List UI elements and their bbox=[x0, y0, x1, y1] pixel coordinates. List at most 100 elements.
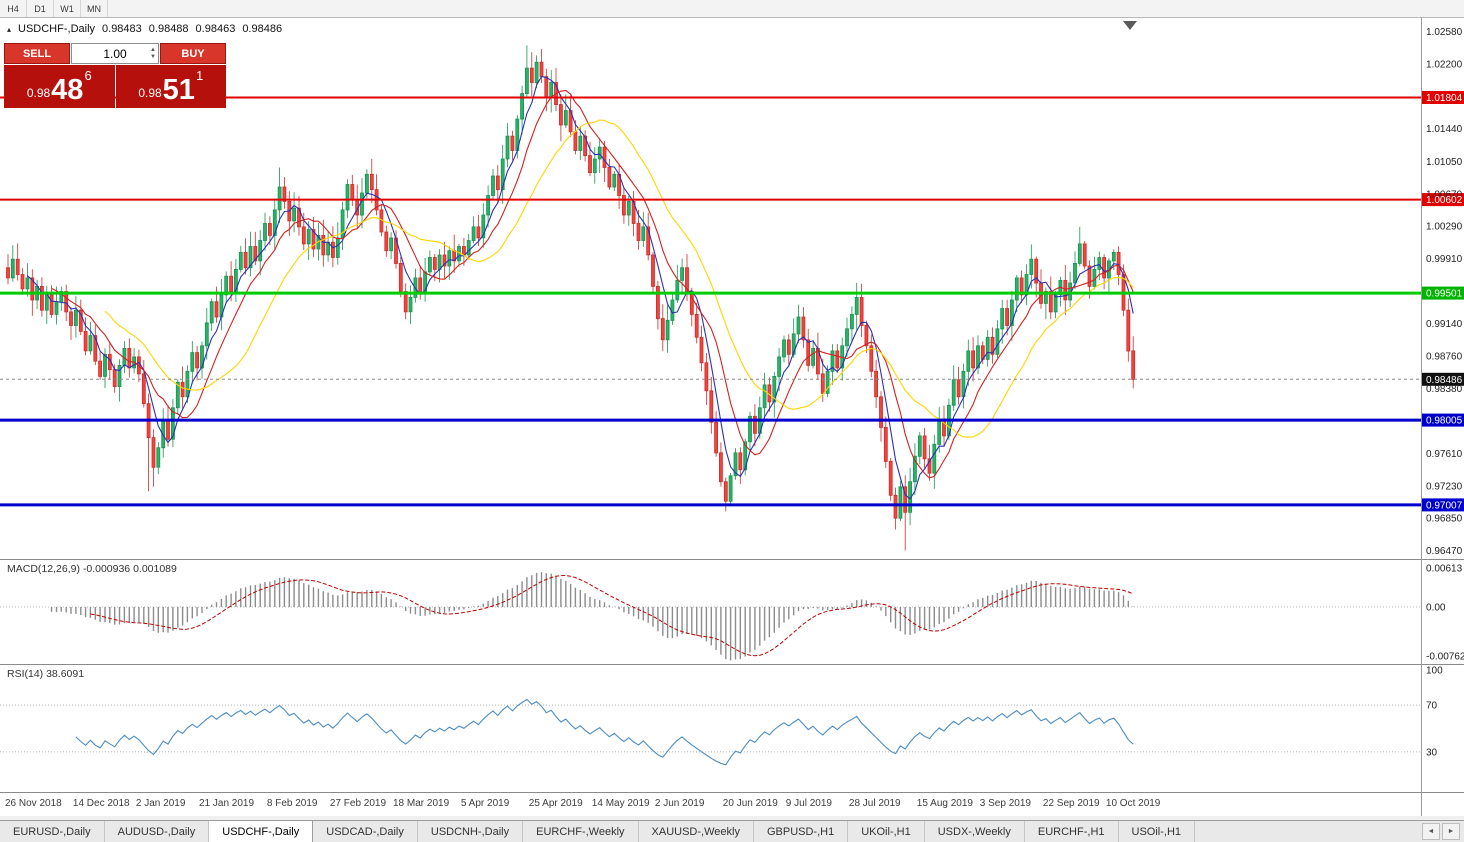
tab-scroll-left-icon[interactable]: ◄ bbox=[1422, 823, 1440, 840]
date-axis-label: 28 Jul 2019 bbox=[849, 798, 901, 809]
price-scale-label: 1.00670 bbox=[1426, 189, 1463, 200]
sell-price-display[interactable]: 0.98 48 6 bbox=[4, 65, 115, 108]
ohlc-open: 0.98483 bbox=[102, 23, 142, 35]
svg-text:1.00602: 1.00602 bbox=[1426, 195, 1463, 206]
price-scale-label: 1.01050 bbox=[1426, 157, 1463, 168]
ohlc-high: 0.98488 bbox=[148, 23, 189, 35]
price-scale-label: 0.96850 bbox=[1426, 514, 1463, 525]
date-axis-label: 10 Oct 2019 bbox=[1106, 798, 1161, 809]
price-scale-label: 0.98380 bbox=[1426, 384, 1463, 395]
svg-text:0.97007: 0.97007 bbox=[1426, 500, 1463, 511]
macd-signal-line bbox=[90, 574, 1134, 657]
tab-eurchf-weekly[interactable]: EURCHF-,Weekly bbox=[523, 821, 639, 842]
price-scale-label: 1.00290 bbox=[1426, 222, 1463, 233]
chart-shift-marker[interactable] bbox=[1123, 21, 1137, 30]
date-axis-label: 3 Sep 2019 bbox=[980, 798, 1032, 809]
price-scale-label: 0.99140 bbox=[1426, 319, 1463, 330]
price-scale-label: 0.96470 bbox=[1426, 546, 1463, 557]
rsi-scale-label: 30 bbox=[1426, 747, 1438, 758]
sell-button[interactable]: SELL bbox=[4, 43, 70, 64]
price-scale-label: 0.99910 bbox=[1426, 254, 1463, 265]
volume-value: 1.00 bbox=[103, 46, 127, 61]
date-axis-label: 25 Apr 2019 bbox=[529, 798, 583, 809]
buy-button[interactable]: BUY bbox=[160, 43, 226, 64]
symbol-period-label: USDCHF-,Daily bbox=[18, 23, 96, 35]
chart-title: ▴ USDCHF-,Daily 0.98483 0.98488 0.98463 … bbox=[7, 23, 282, 35]
svg-text:0.98486: 0.98486 bbox=[1426, 375, 1463, 386]
date-axis-label: 21 Jan 2019 bbox=[199, 798, 254, 809]
price-chart-canvas[interactable]: 1.02580 1.02200 1.01440 1.01050 1.00670 1.002… bbox=[0, 18, 1464, 559]
rsi-scale-label: 100 bbox=[1426, 666, 1443, 677]
rsi-scale-label: 70 bbox=[1426, 701, 1438, 712]
buy-price-base: 0.98 bbox=[138, 86, 162, 100]
tab-audusd-daily[interactable]: AUDUSD-,Daily bbox=[105, 821, 210, 842]
buy-price-display[interactable]: 0.98 51 1 bbox=[115, 65, 226, 108]
macd-scale-label: 0.00 bbox=[1426, 603, 1446, 614]
timeframe-mn[interactable]: MN bbox=[81, 0, 108, 17]
price-scale-badge bbox=[1422, 91, 1464, 104]
rsi-label: RSI(14) 38.6091 bbox=[7, 668, 85, 680]
date-axis-label: 14 May 2019 bbox=[592, 798, 650, 809]
tab-eurchf-h1[interactable]: EURCHF-,H1 bbox=[1025, 821, 1119, 842]
price-scale-badge bbox=[1422, 498, 1464, 512]
date-axis-label: 22 Sep 2019 bbox=[1043, 798, 1100, 809]
volume-input[interactable]: 1.00 ▲ ▼ bbox=[71, 43, 159, 64]
ohlc-close: 0.98486 bbox=[242, 23, 283, 35]
price-scale-label: 0.97230 bbox=[1426, 482, 1463, 493]
timeframe-d1[interactable]: D1 bbox=[27, 0, 54, 17]
chart-tabs: EURUSD-,Daily AUDUSD-,Daily USDCHF-,Daily U… bbox=[0, 821, 1418, 842]
volume-down-arrow-icon[interactable]: ▼ bbox=[150, 53, 156, 60]
sell-price-point: 6 bbox=[84, 68, 92, 83]
timeframe-w1[interactable]: W1 bbox=[54, 0, 81, 17]
svg-text:1.01804: 1.01804 bbox=[1426, 93, 1463, 104]
tab-usdcad-daily[interactable]: USDCAD-,Daily bbox=[313, 821, 418, 842]
moving-average-10 bbox=[51, 89, 1134, 479]
moving-average-5 bbox=[27, 75, 1134, 500]
tab-navigation: ◄ ► bbox=[1418, 821, 1464, 842]
date-axis-label: 26 Nov 2018 bbox=[5, 798, 62, 809]
macd-scale-label: -0.00762 bbox=[1426, 651, 1464, 662]
price-scale-label: 1.01440 bbox=[1426, 124, 1463, 135]
collapse-icon[interactable]: ▴ bbox=[7, 24, 12, 34]
tab-ukoil-h1[interactable]: UKOil-,H1 bbox=[848, 821, 925, 842]
price-scale-badge bbox=[1422, 413, 1464, 427]
volume-up-arrow-icon[interactable]: ▲ bbox=[150, 46, 156, 53]
tab-gbpusd-h1[interactable]: GBPUSD-,H1 bbox=[754, 821, 849, 842]
date-axis-label: 20 Jun 2019 bbox=[723, 798, 778, 809]
price-scale-label: 0.97610 bbox=[1426, 449, 1463, 460]
time-axis[interactable]: 26 Nov 2018 14 Dec 2018 2 Jan 2019 21 Jan 2… bbox=[0, 792, 1464, 816]
price-scale-badge bbox=[1422, 372, 1464, 386]
tab-usdchf-daily[interactable]: USDCHF-,Daily bbox=[209, 821, 314, 842]
svg-text:0.99501: 0.99501 bbox=[1426, 289, 1463, 300]
ohlc-low: 0.98463 bbox=[195, 23, 236, 35]
date-axis-label: 14 Dec 2018 bbox=[73, 798, 130, 809]
buy-price-point: 1 bbox=[195, 68, 204, 83]
tab-usoil-h1[interactable]: USOil-,H1 bbox=[1119, 821, 1196, 842]
date-axis-label: 9 Jul 2019 bbox=[786, 798, 833, 809]
date-axis-label: 18 Mar 2019 bbox=[393, 798, 450, 809]
macd-scale-label: 0.00613 bbox=[1426, 563, 1463, 574]
tab-usdx-weekly[interactable]: USDX-,Weekly bbox=[925, 821, 1025, 842]
chart-window: 1.02580 1.02200 1.01440 1.01050 1.00670 1.002… bbox=[0, 18, 1464, 820]
date-axis-label: 8 Feb 2019 bbox=[267, 798, 318, 809]
price-scale-badge bbox=[1422, 193, 1464, 207]
rsi-indicator-canvas[interactable]: 100 70 30 bbox=[0, 664, 1464, 792]
macd-label: MACD(12,26,9) -0.000936 0.001089 bbox=[7, 563, 177, 575]
tab-eurusd-daily[interactable]: EURUSD-,Daily bbox=[0, 821, 105, 842]
sell-price-pips: 48 bbox=[51, 74, 84, 106]
price-scale-badge bbox=[1422, 286, 1464, 300]
timeframe-toolbar: H4 D1 W1 MN bbox=[0, 0, 1464, 18]
tab-usdcnh-daily[interactable]: USDCNH-,Daily bbox=[418, 821, 524, 842]
price-scale-label: 1.02580 bbox=[1426, 27, 1463, 38]
one-click-trading-panel: SELL 1.00 ▲ ▼ BUY 0.98 48 6 0.98 51 1 bbox=[4, 43, 226, 108]
date-axis-label: 15 Aug 2019 bbox=[917, 798, 974, 809]
rsi-line bbox=[75, 698, 1134, 766]
timeframe-h4[interactable]: H4 bbox=[0, 0, 27, 17]
svg-text:0.98005: 0.98005 bbox=[1426, 416, 1463, 427]
date-axis-label: 27 Feb 2019 bbox=[330, 798, 387, 809]
chart-tab-bar: EURUSD-,Daily AUDUSD-,Daily USDCHF-,Daily U… bbox=[0, 820, 1464, 842]
tab-xauusd-weekly[interactable]: XAUUSD-,Weekly bbox=[639, 821, 754, 842]
macd-indicator-canvas[interactable]: 0.00613 0.00 -0.00762 bbox=[0, 559, 1464, 664]
price-scale-label: 0.98760 bbox=[1426, 352, 1463, 363]
tab-scroll-right-icon[interactable]: ► bbox=[1442, 823, 1460, 840]
